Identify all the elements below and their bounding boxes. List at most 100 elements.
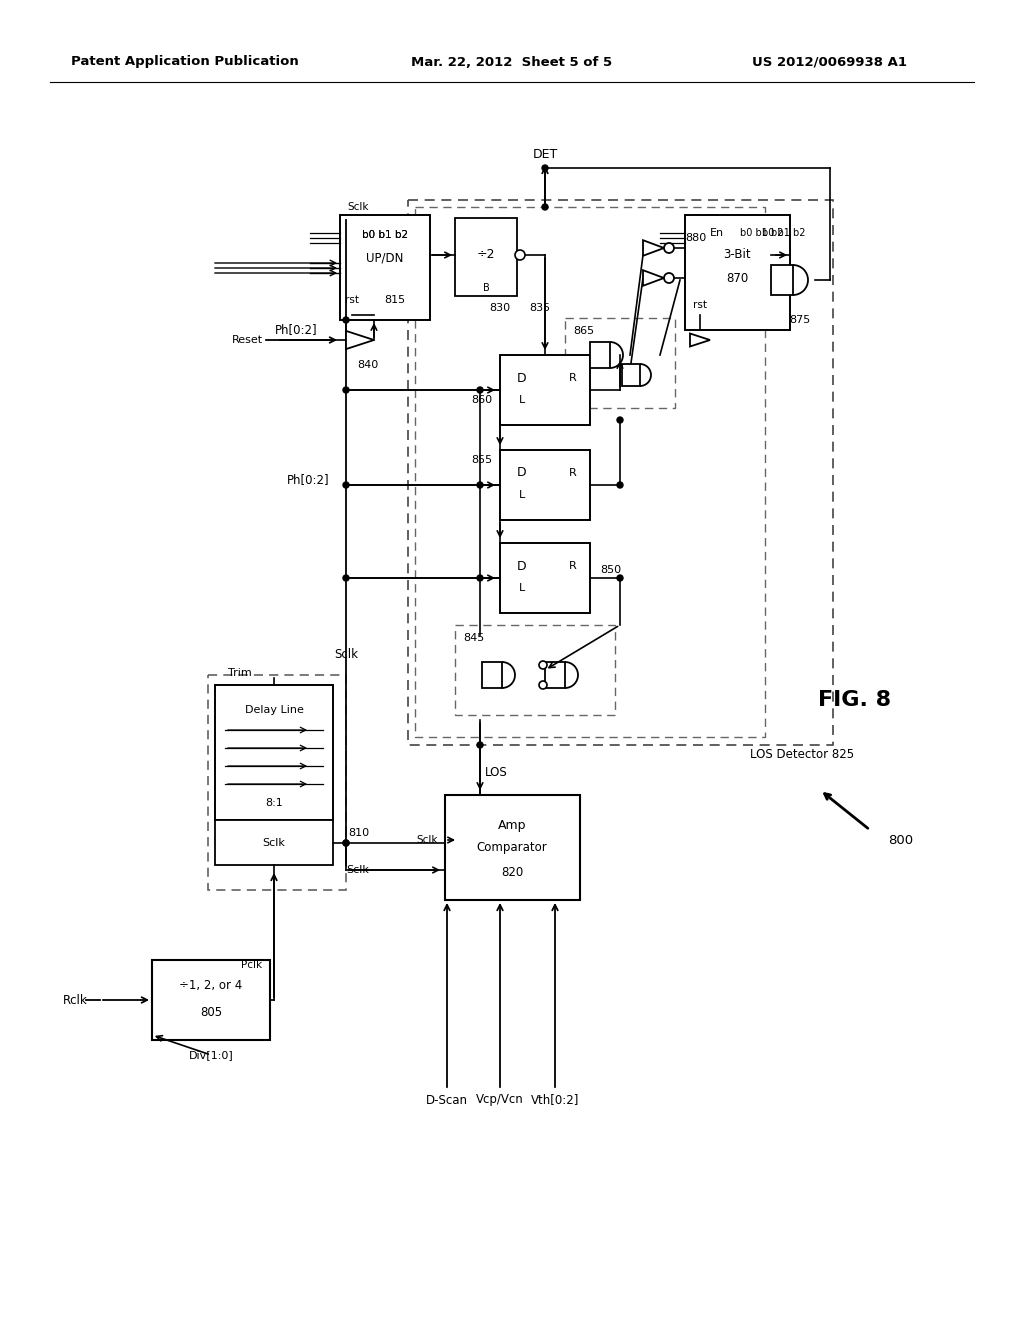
Text: En: En <box>710 228 724 238</box>
Text: Sclk: Sclk <box>346 865 369 875</box>
Text: B: B <box>482 282 489 293</box>
Text: Trim: Trim <box>228 668 252 678</box>
Text: Ph[0:2]: Ph[0:2] <box>275 323 318 337</box>
Text: 815: 815 <box>384 294 406 305</box>
Text: US 2012/0069938 A1: US 2012/0069938 A1 <box>753 55 907 69</box>
Text: Vcp/Vcn: Vcp/Vcn <box>476 1093 524 1106</box>
Text: b0 b1 b2: b0 b1 b2 <box>361 230 408 240</box>
Circle shape <box>617 482 623 488</box>
Circle shape <box>343 482 349 488</box>
Text: 800: 800 <box>888 833 913 846</box>
Polygon shape <box>643 271 664 286</box>
Text: D: D <box>517 466 526 479</box>
Text: DET: DET <box>532 149 558 161</box>
Text: Vth[0:2]: Vth[0:2] <box>530 1093 580 1106</box>
Circle shape <box>477 387 483 393</box>
Text: Sclk: Sclk <box>417 836 438 845</box>
Text: UP/DN: UP/DN <box>367 252 403 264</box>
Bar <box>622 364 640 385</box>
Text: D: D <box>517 371 526 384</box>
Text: FIG. 8: FIG. 8 <box>818 690 892 710</box>
Bar <box>445 795 580 900</box>
Circle shape <box>477 576 483 581</box>
Text: 835: 835 <box>529 304 551 313</box>
Bar <box>565 318 675 408</box>
Text: 820: 820 <box>501 866 523 879</box>
Bar <box>340 215 430 319</box>
Text: Reset: Reset <box>231 335 263 345</box>
Text: rst: rst <box>693 300 707 310</box>
Bar <box>685 215 790 330</box>
Text: Sclk: Sclk <box>262 838 286 847</box>
Circle shape <box>542 205 548 210</box>
Text: L: L <box>519 490 525 500</box>
Bar <box>415 207 765 737</box>
Text: 845: 845 <box>463 634 484 643</box>
Bar <box>208 675 346 890</box>
Text: D: D <box>517 560 526 573</box>
Text: 875: 875 <box>790 315 811 325</box>
Text: R: R <box>569 561 577 572</box>
Text: b0 b1 b2: b0 b1 b2 <box>762 228 806 238</box>
Text: LOS: LOS <box>485 767 508 780</box>
Text: ÷1, 2, or 4: ÷1, 2, or 4 <box>179 978 243 991</box>
Text: Sclk: Sclk <box>334 648 358 661</box>
Text: Patent Application Publication: Patent Application Publication <box>71 55 299 69</box>
Circle shape <box>664 243 674 253</box>
Circle shape <box>539 681 547 689</box>
Bar <box>455 218 517 296</box>
Text: 855: 855 <box>471 455 492 465</box>
Text: 880: 880 <box>685 234 707 243</box>
Text: L: L <box>519 395 525 405</box>
Text: Pclk: Pclk <box>241 960 262 970</box>
Circle shape <box>515 249 525 260</box>
Bar <box>215 820 333 865</box>
Bar <box>152 960 270 1040</box>
Polygon shape <box>690 334 710 346</box>
Bar <box>545 663 565 688</box>
Text: 805: 805 <box>200 1006 222 1019</box>
Text: b0 b1 b2: b0 b1 b2 <box>740 228 783 238</box>
Circle shape <box>477 482 483 488</box>
Text: 810: 810 <box>348 828 369 838</box>
Bar <box>590 342 610 368</box>
Text: 3-Bit: 3-Bit <box>723 248 751 261</box>
Circle shape <box>343 317 349 323</box>
Text: Comparator: Comparator <box>476 842 548 854</box>
Bar <box>482 663 502 688</box>
Text: b0 b1 b2: b0 b1 b2 <box>361 230 408 240</box>
Text: Delay Line: Delay Line <box>245 705 303 715</box>
Circle shape <box>343 840 349 846</box>
Text: R: R <box>569 469 577 478</box>
Polygon shape <box>643 240 664 256</box>
Text: rst: rst <box>345 294 359 305</box>
Text: 860: 860 <box>471 395 492 405</box>
Bar <box>500 450 590 520</box>
Text: Div[1:0]: Div[1:0] <box>188 1049 233 1060</box>
Text: 8:1: 8:1 <box>265 799 283 808</box>
Text: D-Scan: D-Scan <box>426 1093 468 1106</box>
Text: LOS Detector 825: LOS Detector 825 <box>750 748 854 762</box>
Text: 870: 870 <box>726 272 749 285</box>
Text: 850: 850 <box>600 565 622 576</box>
Circle shape <box>343 576 349 581</box>
Text: ÷2: ÷2 <box>477 248 496 261</box>
Circle shape <box>477 742 483 748</box>
Circle shape <box>617 417 623 422</box>
Text: Ph[0:2]: Ph[0:2] <box>287 474 330 487</box>
Text: Rclk: Rclk <box>63 994 88 1006</box>
Circle shape <box>542 165 548 172</box>
Circle shape <box>664 273 674 282</box>
Bar <box>408 201 833 744</box>
Bar <box>455 624 615 715</box>
Circle shape <box>617 576 623 581</box>
Bar <box>500 543 590 612</box>
Circle shape <box>343 840 349 846</box>
Text: Amp: Amp <box>498 818 526 832</box>
Text: 865: 865 <box>573 326 594 337</box>
Bar <box>215 685 333 820</box>
Bar <box>500 355 590 425</box>
Circle shape <box>539 661 547 669</box>
Circle shape <box>343 387 349 393</box>
Bar <box>771 265 793 294</box>
